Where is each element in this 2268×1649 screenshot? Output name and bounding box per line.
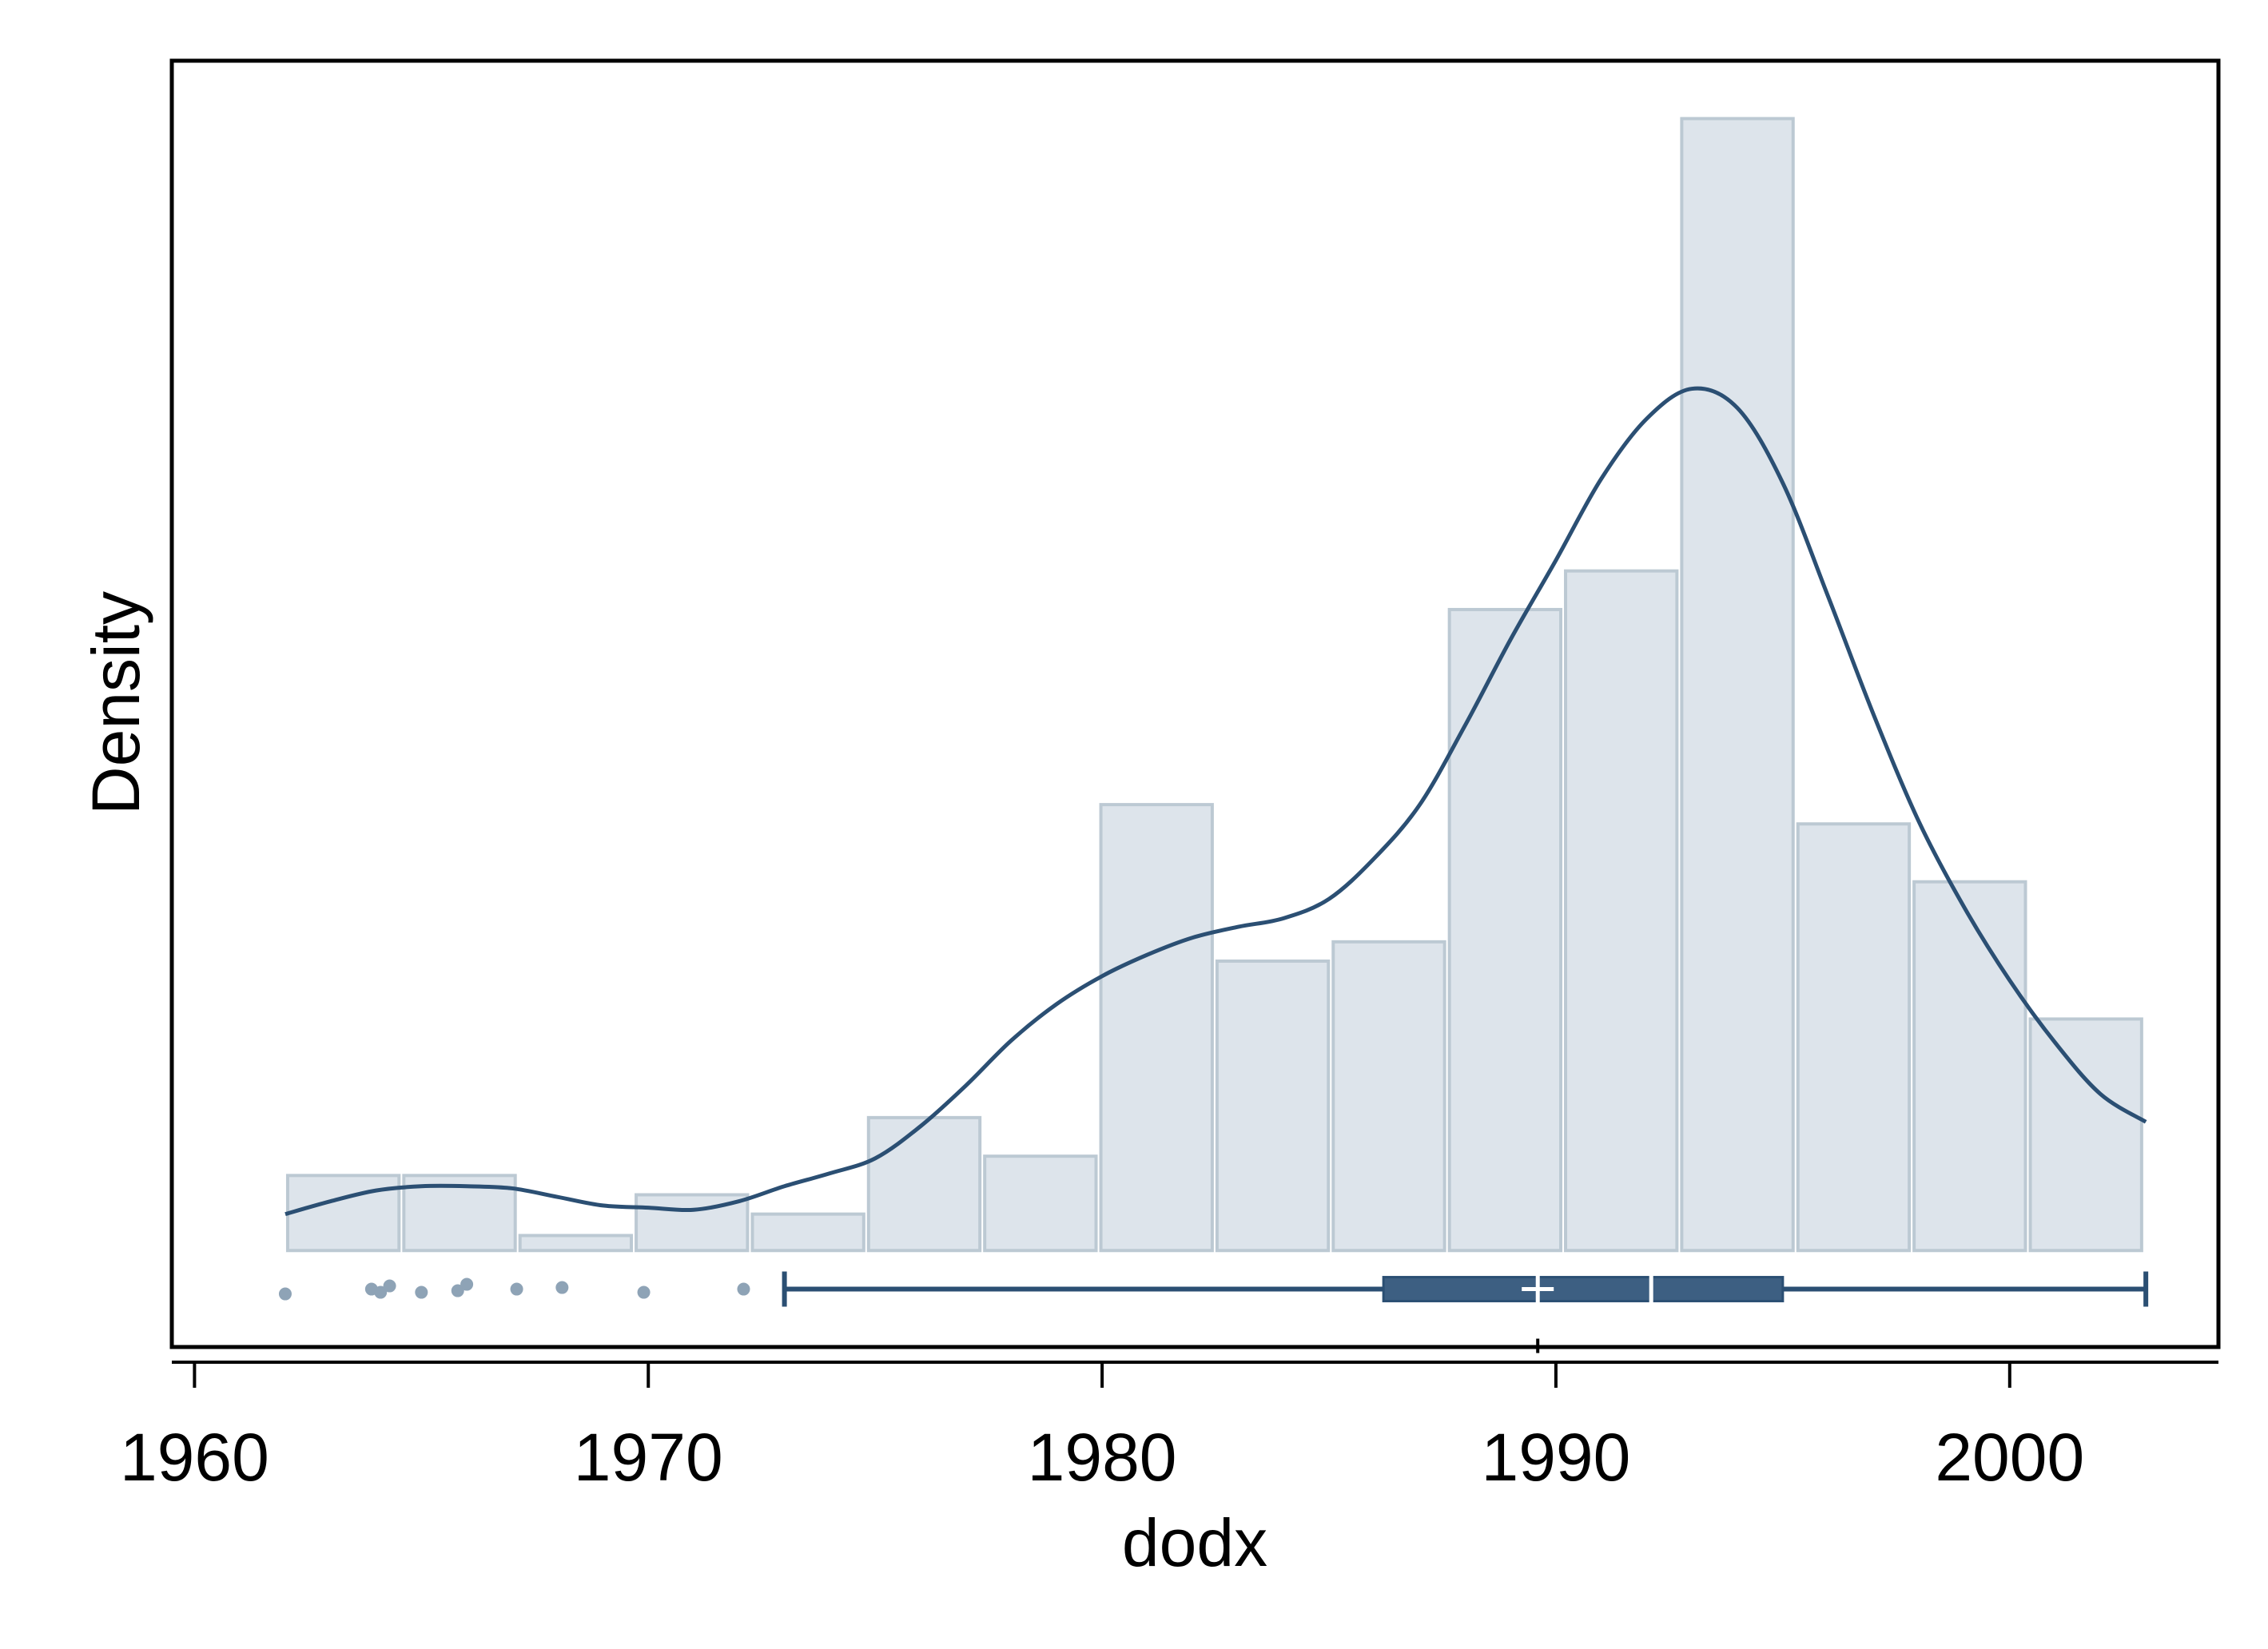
plot-frame [169, 58, 2221, 1349]
outlier-points [278, 1277, 750, 1301]
outlier-point [383, 1279, 396, 1293]
y-axis-label: Density [78, 591, 153, 815]
histogram-bar [983, 1154, 1098, 1253]
x-axis-ticks: 1960 1970 1980 1990 2000 [120, 1362, 2084, 1495]
outlier-point [460, 1277, 474, 1291]
histogram-bar [285, 1174, 401, 1253]
histogram-bar [518, 1234, 634, 1253]
boxplot-box [1382, 1276, 1785, 1303]
density-curve [284, 386, 2147, 1217]
histogram-bar [1564, 569, 1679, 1253]
histogram-bar [2028, 1017, 2143, 1253]
outlier-point [637, 1285, 651, 1299]
histogram-bar [1796, 822, 1912, 1253]
histogram-bar [1215, 960, 1331, 1253]
x-tick-label: 1980 [1028, 1420, 1177, 1495]
outlier-point [374, 1285, 388, 1299]
x-tick-label: 1990 [1482, 1420, 1631, 1495]
histogram-bar [750, 1212, 865, 1253]
histogram-bar [1099, 803, 1214, 1253]
outlier-point [555, 1281, 569, 1294]
x-tick-label: 1970 [574, 1420, 723, 1495]
outlier-point [510, 1282, 523, 1296]
outlier-point [415, 1285, 428, 1299]
histogram-bar [1680, 117, 1795, 1253]
x-tick-label: 1960 [120, 1420, 269, 1495]
x-tick-label: 2000 [1935, 1420, 2084, 1495]
histogram-bar [866, 1115, 982, 1253]
outlier-point [451, 1284, 464, 1297]
boxplot [782, 1271, 2149, 1353]
histogram-bar [1447, 607, 1563, 1253]
histogram-bar [1331, 940, 1446, 1253]
x-axis-label: dodx [1122, 1505, 1267, 1580]
histogram-bars [285, 117, 2143, 1253]
histogram-bar [1912, 880, 2027, 1253]
outlier-point [278, 1287, 292, 1301]
outlier-point [737, 1282, 750, 1296]
